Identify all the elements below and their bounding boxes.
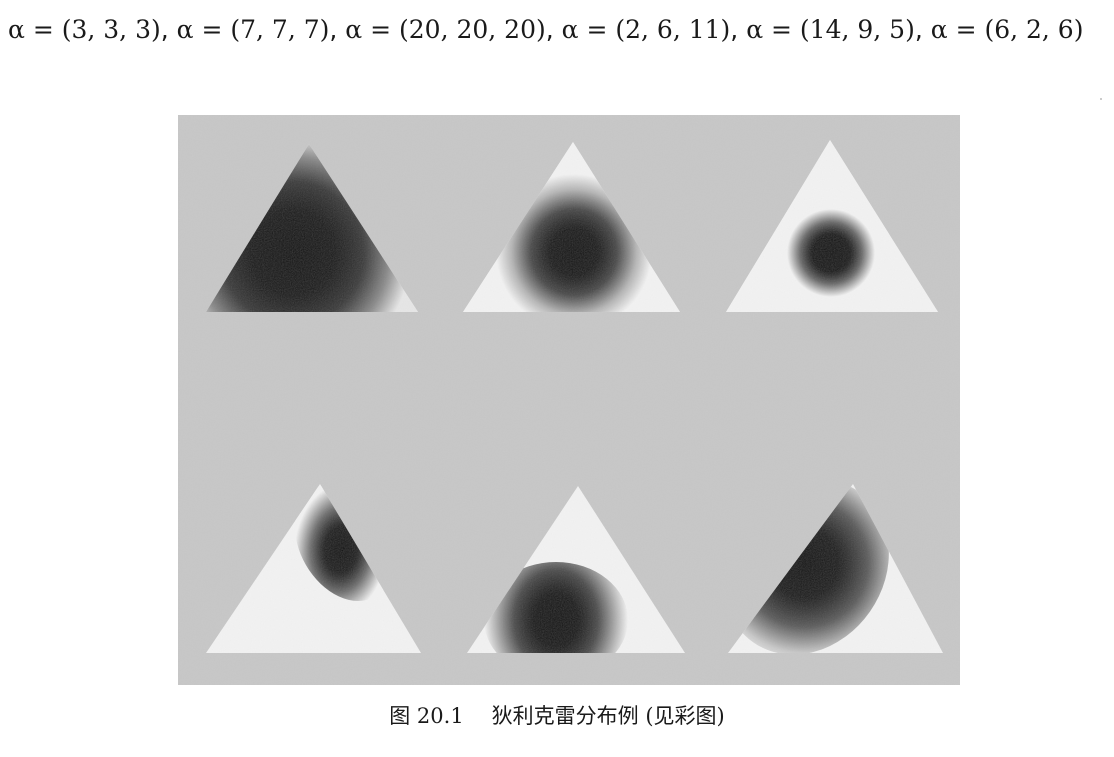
separator: , (545, 15, 562, 44)
separator: , (329, 15, 346, 44)
alpha-param-6: α = (6, 2, 6) (930, 15, 1084, 44)
scan-speck (1100, 98, 1102, 100)
simplex-alpha-14-9-5 (467, 486, 685, 653)
separator: , (914, 15, 931, 44)
dirichlet-figure (178, 115, 960, 685)
separator: , (730, 15, 747, 44)
alpha-param-5: α = (14, 9, 5) (746, 15, 915, 44)
alpha-param-2: α = (7, 7, 7) (176, 15, 330, 44)
separator: , (160, 15, 177, 44)
dirichlet-figure-svg (178, 115, 960, 685)
figure-grain-layer (178, 115, 960, 685)
figure-caption: 图 20.1 狄利克雷分布例 (见彩图) (0, 700, 1114, 730)
alpha-param-1: α = (3, 3, 3) (8, 15, 161, 44)
figure-caption-text: 狄利克雷分布例 (见彩图) (491, 704, 725, 728)
alpha-parameter-line: α = (3, 3, 3), α = (7, 7, 7), α = (20, 2… (8, 8, 1108, 52)
alpha-param-4: α = (2, 6, 11) (561, 15, 731, 44)
alpha-param-3: α = (20, 20, 20) (345, 15, 546, 44)
density-shading (484, 562, 628, 653)
figure-number: 图 20.1 (389, 704, 464, 728)
